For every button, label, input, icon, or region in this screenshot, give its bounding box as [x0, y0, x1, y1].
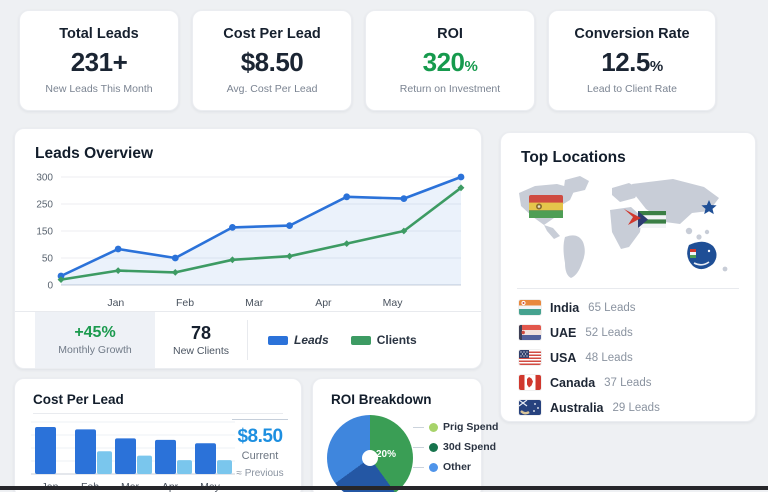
stat-title: Total Leads — [59, 26, 139, 42]
roi-legend: Prig Spend 30d Spend Other — [413, 421, 498, 473]
stat-title: Cost Per Lead — [223, 26, 321, 42]
svg-text:Mar: Mar — [245, 297, 264, 309]
divider — [247, 320, 248, 360]
roi-donut-chart[interactable]: 20% — [327, 415, 413, 492]
svg-text:Apr: Apr — [315, 297, 332, 309]
leads-overview-footer: +45% Monthly Growth 78 New Clients Leads… — [15, 311, 481, 368]
top-locations-card: Top Locations — [500, 132, 756, 422]
list-item-india[interactable]: India 65 Leads — [519, 295, 743, 320]
divider — [33, 413, 283, 414]
stat-subtitle: New Leads This Month — [45, 83, 153, 95]
stat-title: ROI — [437, 26, 463, 42]
leads-swatch-icon — [268, 335, 288, 345]
stat-subtitle: Avg. Cost Per Lead — [226, 83, 318, 95]
svg-text:250: 250 — [36, 200, 53, 211]
svg-text:May: May — [383, 297, 404, 309]
india-flag-icon — [519, 300, 541, 315]
new-clients-stat: 78 New Clients — [155, 312, 247, 368]
other-dot-icon — [429, 462, 438, 472]
top-locations-list: India 65 Leads UAE 52 Leads U — [519, 295, 743, 420]
canada-flag-icon — [519, 375, 541, 390]
uae-flag-icon — [519, 325, 541, 340]
legend-item-prig-spend[interactable]: Prig Spend — [413, 421, 498, 433]
current-label: Current — [241, 450, 279, 462]
stat-value: 320% — [422, 47, 478, 77]
stat-card-conversion-rate: Conversion Rate 12.5% Lead to Client Rat… — [548, 10, 716, 111]
svg-text:150: 150 — [36, 227, 53, 238]
world-map — [519, 176, 728, 278]
divider — [517, 288, 739, 289]
svg-text:Feb: Feb — [176, 297, 194, 309]
map-europe — [612, 183, 640, 202]
stat-card-roi: ROI 320% Return on Investment — [365, 10, 535, 111]
stat-subtitle: Return on Investment — [399, 83, 501, 95]
leads-overview-card: Leads Overview 300 250 150 50 0 Jan Feb Mar Apr M… — [14, 128, 482, 369]
monthly-growth-stat: +45% Monthly Growth — [35, 312, 155, 368]
svg-text:Jan: Jan — [107, 297, 124, 309]
growth-label: Monthly Growth — [58, 344, 132, 356]
australia-flag-icon — [519, 400, 541, 415]
stat-title: Conversion Rate — [574, 26, 690, 42]
stat-value: 12.5% — [601, 47, 663, 77]
list-item-australia[interactable]: Australia 29 Leads — [519, 395, 743, 420]
legend-item-clients[interactable]: Clients — [350, 333, 417, 347]
stat-subtitle: Lead to Client Rate — [587, 83, 677, 95]
flag-marker-south-asia — [624, 209, 666, 228]
growth-value: +45% — [74, 324, 116, 341]
new-clients-value: 78 — [190, 323, 212, 343]
map-south-america — [563, 235, 585, 278]
previous-label: ≈ Previous — [236, 468, 284, 479]
svg-text:50: 50 — [42, 254, 54, 265]
usa-flag-icon — [519, 350, 541, 365]
legend-connector — [413, 426, 424, 428]
new-clients-label: New Clients — [172, 345, 230, 357]
roi-breakdown-title: ROI Breakdown — [331, 392, 432, 407]
cost-per-lead-title: Cost Per Lead — [33, 392, 124, 407]
svg-text:300: 300 — [36, 173, 53, 184]
map-africa — [610, 207, 642, 249]
stat-card-cost-per-lead: Cost Per Lead $8.50 Avg. Cost Per Lead — [192, 10, 352, 111]
current-cost-value: $8.50 — [237, 426, 283, 447]
stat-value: $8.50 — [240, 47, 304, 77]
stats-row: Total Leads 231+ New Leads This Month Co… — [19, 10, 716, 111]
legend-connector — [413, 466, 424, 468]
line-chart-legend: Leads Clients — [248, 312, 417, 368]
legend-item-30d-spend[interactable]: 30d Spend — [413, 441, 498, 453]
window-bottom-edge — [0, 486, 768, 490]
list-item-uae[interactable]: UAE 52 Leads — [519, 320, 743, 345]
donut-hole — [362, 450, 378, 466]
list-item-usa[interactable]: USA 48 Leads — [519, 345, 743, 370]
prig-spend-dot-icon — [429, 422, 438, 432]
roi-breakdown-card: ROI Breakdown 20% Prig Spend 30d Spend O… — [312, 378, 498, 492]
red-arrow-icon — [624, 209, 641, 225]
divider — [232, 419, 288, 420]
stat-value: 231+ — [70, 47, 128, 77]
clients-swatch-icon — [350, 335, 371, 345]
leads-overview-title: Leads Overview — [35, 145, 154, 162]
map-central-america — [544, 225, 560, 239]
legend-connector — [413, 446, 424, 448]
legend-item-other[interactable]: Other — [413, 461, 498, 473]
svg-text:0: 0 — [47, 281, 53, 292]
star-marker — [701, 200, 717, 215]
30d-spend-dot-icon — [429, 442, 438, 452]
flag-marker-north-america — [529, 195, 563, 218]
donut-center-label: 20% — [376, 449, 397, 460]
top-locations-title: Top Locations — [521, 149, 626, 166]
stat-card-total-leads: Total Leads 231+ New Leads This Month — [19, 10, 179, 111]
leads-overview-line-chart[interactable]: 300 250 150 50 0 Jan Feb Mar Apr May — [25, 167, 471, 315]
list-item-canada[interactable]: Canada 37 Leads — [519, 370, 743, 395]
cost-per-lead-summary: $8.50 Current ≈ Previous — [229, 419, 291, 479]
legend-item-leads[interactable]: Leads — [268, 333, 329, 347]
flag-marker-australia — [687, 241, 717, 270]
